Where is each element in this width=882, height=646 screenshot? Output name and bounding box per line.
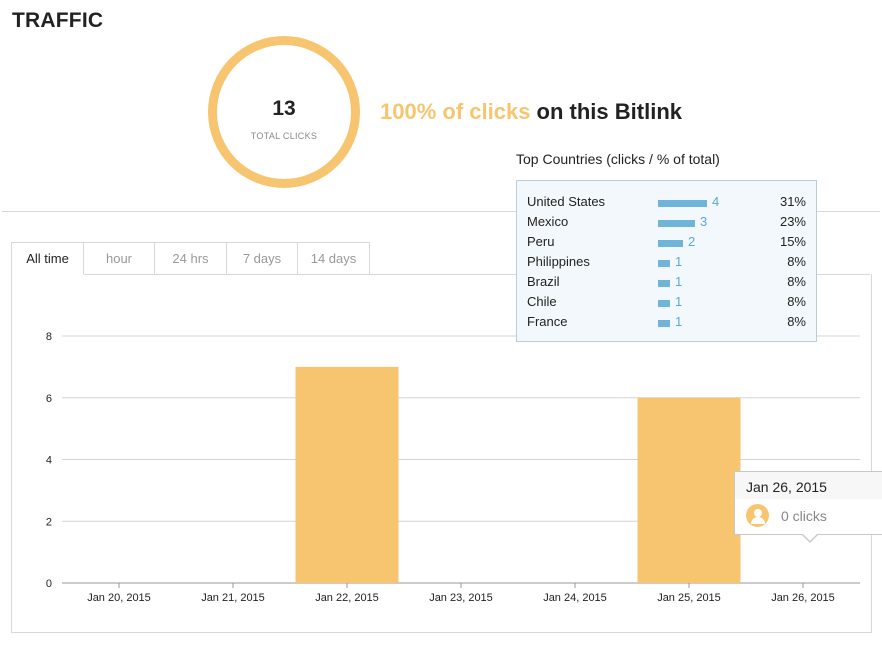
tooltip-clicks: 0 clicks (781, 508, 827, 524)
total-clicks-ring: 13 TOTAL CLICKS (208, 36, 360, 188)
country-row: Brazil 1 8% (517, 272, 816, 292)
tab-all-time[interactable]: All time (11, 242, 84, 275)
x-tick-label: Jan 25, 2015 (657, 592, 721, 604)
country-clicks: 4 (712, 194, 720, 209)
clicks-headline-rest: on this Bitlink (530, 99, 682, 124)
y-tick-label: 2 (46, 516, 52, 528)
country-name: Peru (527, 234, 555, 249)
country-row: Mexico 3 23% (517, 212, 816, 232)
country-percent: 8% (787, 274, 806, 289)
tooltip-date: Jan 26, 2015 (735, 472, 882, 499)
country-name: Chile (527, 294, 557, 309)
chart-tooltip: Jan 26, 2015 0 clicks (734, 471, 882, 543)
country-percent: 23% (779, 214, 806, 229)
country-clicks: 1 (675, 254, 683, 269)
x-tick-label: Jan 20, 2015 (87, 592, 151, 604)
country-bar (658, 220, 695, 227)
country-clicks: 2 (688, 234, 696, 249)
time-range-tabs: All time hour 24 hrs 7 days 14 days (11, 242, 370, 275)
x-tick-label: Jan 22, 2015 (315, 592, 379, 604)
bar[interactable] (637, 397, 741, 583)
country-clicks: 3 (700, 214, 708, 229)
country-clicks: 1 (675, 294, 683, 309)
country-clicks: 1 (675, 314, 683, 329)
tab-24-hrs[interactable]: 24 hrs (155, 242, 227, 275)
tab-14-days[interactable]: 14 days (298, 242, 370, 275)
country-percent: 31% (779, 194, 806, 209)
country-percent: 8% (787, 314, 806, 329)
top-countries-title: Top Countries (clicks / % of total) (516, 151, 720, 167)
country-name: Brazil (527, 274, 560, 289)
country-bar (658, 300, 670, 307)
country-bar (658, 280, 670, 287)
country-bar (658, 200, 707, 207)
country-row: Peru 2 15% (517, 232, 816, 252)
chart-panel (11, 274, 872, 633)
y-tick-label: 4 (46, 455, 52, 467)
country-clicks: 1 (675, 274, 683, 289)
x-tick-label: Jan 23, 2015 (429, 592, 493, 604)
bar[interactable] (295, 366, 399, 583)
country-name: United States (527, 194, 606, 209)
country-name: France (527, 314, 568, 329)
total-clicks-count: 13 (272, 97, 296, 120)
tab-7-days[interactable]: 7 days (227, 242, 298, 275)
y-tick-label: 0 (46, 578, 52, 590)
section-divider (2, 211, 880, 212)
x-tick-label: Jan 26, 2015 (771, 592, 835, 604)
tab-hour[interactable]: hour (84, 242, 155, 275)
country-bar (658, 260, 670, 267)
country-row: United States 4 31% (517, 192, 816, 212)
clicks-headline: 100% of clicks on this Bitlink (380, 99, 682, 125)
total-clicks-label: TOTAL CLICKS (250, 131, 318, 141)
country-percent: 15% (779, 234, 806, 249)
x-tick-label: Jan 24, 2015 (543, 592, 607, 604)
country-bar (658, 320, 670, 327)
clicks-headline-highlight: 100% of clicks (380, 99, 531, 124)
country-name: Mexico (527, 214, 569, 229)
country-name: Philippines (527, 254, 590, 269)
country-percent: 8% (787, 294, 806, 309)
country-row: Chile 1 8% (517, 292, 816, 312)
country-row: Philippines 1 8% (517, 252, 816, 272)
x-tick-label: Jan 21, 2015 (201, 592, 265, 604)
top-countries-panel: United States 4 31% Mexico 3 23% Peru 2 15% Phili… (516, 180, 817, 342)
tooltip-arrow (801, 533, 819, 543)
country-bar (658, 240, 683, 247)
y-tick-label: 6 (46, 393, 52, 405)
y-tick-label: 8 (46, 331, 52, 343)
page-title: TRAFFIC (12, 9, 104, 32)
user-icon (746, 504, 769, 527)
country-percent: 8% (787, 254, 806, 269)
country-row: France 1 8% (517, 312, 816, 332)
